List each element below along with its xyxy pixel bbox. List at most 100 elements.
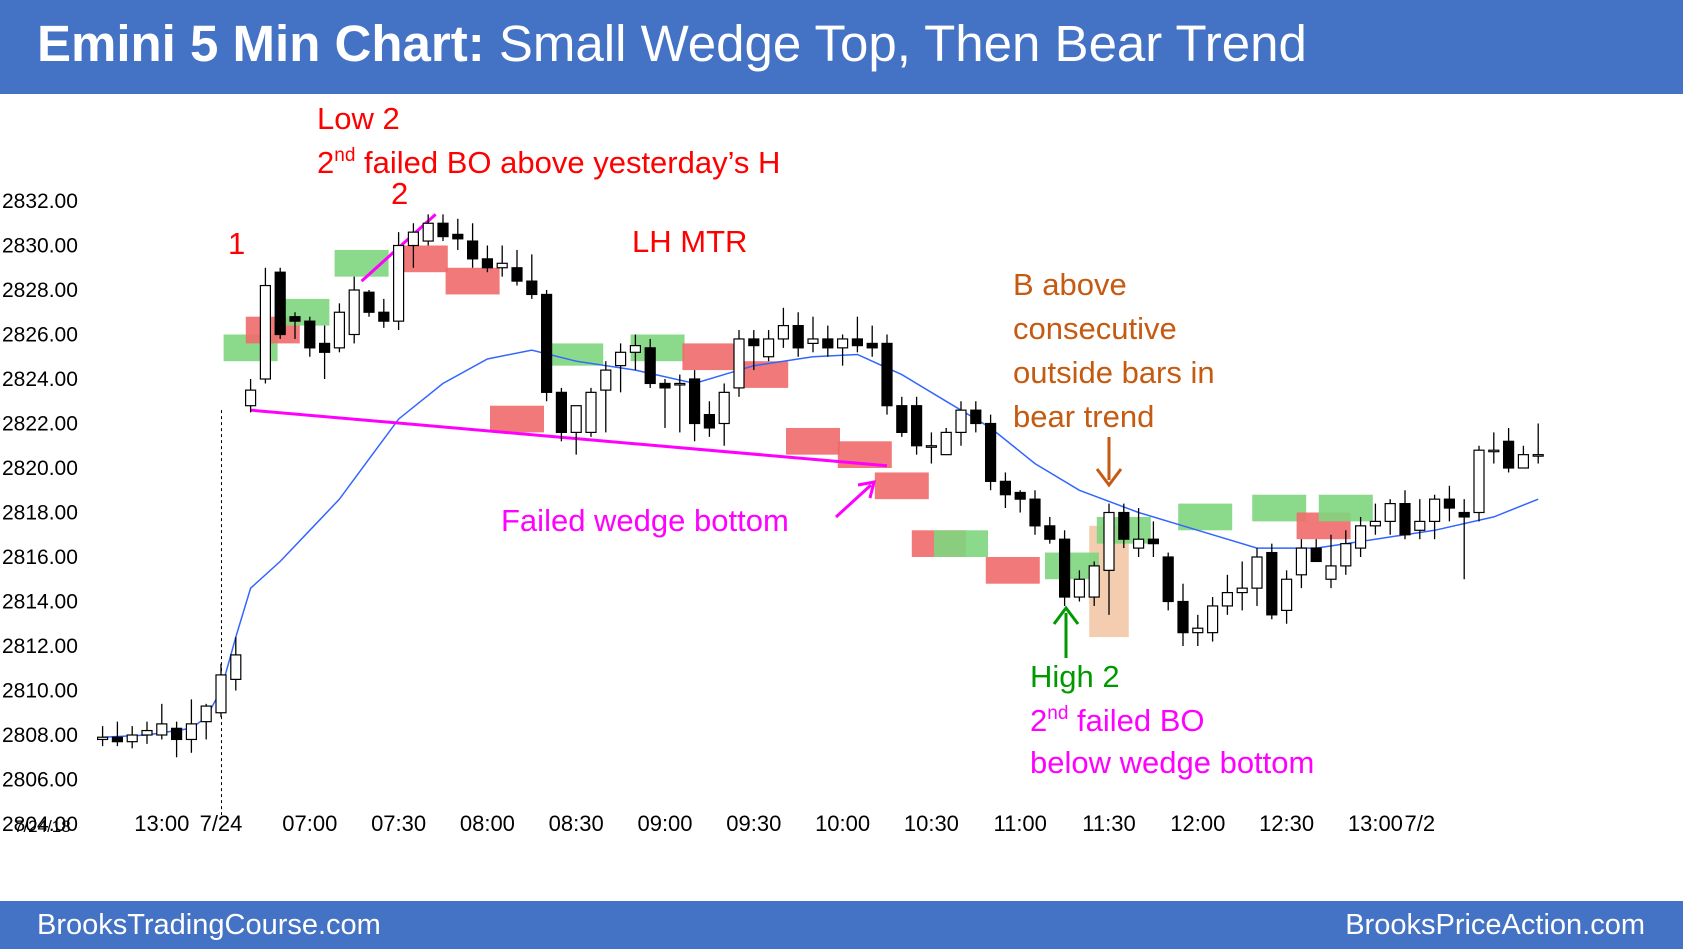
title-rest: Small Wedge Top, Then Bear Trend xyxy=(498,15,1307,72)
bull-candle-body xyxy=(185,723,197,741)
low2-label: Low 2 xyxy=(317,101,400,136)
bull-candle-body xyxy=(1192,627,1204,634)
x-tick-label: 07:30 xyxy=(371,811,426,836)
low2-ordinal-suffix: nd xyxy=(334,145,355,166)
bull-candle-body xyxy=(1088,565,1100,598)
high2-ordinal-suffix: nd xyxy=(1047,703,1068,724)
candle xyxy=(171,721,183,758)
candle xyxy=(1443,485,1456,522)
sell-signal-box xyxy=(445,267,500,295)
bear-candle-body xyxy=(1147,538,1160,545)
candle xyxy=(1132,508,1145,557)
bear-candle-body xyxy=(1443,498,1456,509)
candle xyxy=(319,325,331,379)
bull-candle-body xyxy=(333,311,345,349)
bull-candle-body xyxy=(1295,547,1308,576)
candle xyxy=(1236,561,1248,611)
bull-candle-body xyxy=(1073,578,1086,598)
bull-candle-body xyxy=(422,222,434,242)
bear-candle-body xyxy=(304,320,316,349)
candle xyxy=(245,379,257,413)
candle xyxy=(970,401,982,433)
y-tick-label: 2816.00 xyxy=(2,546,78,569)
bear-candle-body xyxy=(1162,556,1174,603)
candle xyxy=(200,703,212,740)
candle xyxy=(733,330,745,397)
high2-text: failed BO xyxy=(1068,703,1204,738)
candle xyxy=(111,721,124,747)
bull-candle-body xyxy=(407,231,419,247)
candle xyxy=(333,303,345,353)
bear-candle-body xyxy=(822,338,834,349)
candle xyxy=(481,245,493,273)
candle xyxy=(777,307,790,348)
bull-candle-body xyxy=(1221,592,1234,607)
bear-candle-body xyxy=(910,405,923,447)
title-bold: Emini 5 Min Chart: xyxy=(37,15,485,72)
wedge-push-1-label: 1 xyxy=(228,226,245,261)
candle xyxy=(1206,597,1219,642)
bull-candle-body xyxy=(200,705,212,723)
candle xyxy=(1399,490,1411,540)
bull-candle-body xyxy=(585,391,597,434)
bull-candle-body xyxy=(1340,543,1352,567)
x-tick-label: 7/24 xyxy=(200,811,243,836)
candle xyxy=(141,721,153,744)
bear-candle-body xyxy=(1399,503,1411,536)
candle xyxy=(881,334,893,415)
y-tick-label: 2812.00 xyxy=(2,635,78,658)
candle xyxy=(1221,574,1234,615)
candle xyxy=(644,338,656,388)
buy-signal-box xyxy=(549,343,604,366)
bear-candle-body xyxy=(970,409,982,425)
candle xyxy=(96,726,109,747)
candle xyxy=(614,343,627,393)
candle xyxy=(452,218,464,250)
candle xyxy=(526,254,538,299)
candle xyxy=(1354,516,1367,557)
x-tick-label: 11:00 xyxy=(993,811,1046,836)
candle xyxy=(851,316,864,353)
bull-candle-body xyxy=(1414,520,1426,531)
bull-candle-body xyxy=(1206,605,1219,634)
candle xyxy=(274,267,286,339)
bear-candle-body xyxy=(171,727,183,741)
bear-candle-body xyxy=(526,280,538,296)
lh-mtr-label: LH MTR xyxy=(632,224,747,259)
bull-candle-body xyxy=(629,345,642,353)
bull-candle-body xyxy=(230,654,242,680)
x-tick-label: 7/2 xyxy=(1405,811,1436,836)
bull-candle-body xyxy=(1354,525,1367,549)
bull-candle-body xyxy=(718,391,730,425)
bull-candle-body xyxy=(925,445,938,448)
bull-candle-body xyxy=(1236,587,1248,594)
footer-site-right[interactable]: BrooksPriceAction.com xyxy=(1345,909,1645,941)
y-tick-label: 2810.00 xyxy=(2,680,78,703)
bear-candle-body xyxy=(659,382,671,389)
footer-site-left[interactable]: BrooksTradingCourse.com xyxy=(37,909,381,941)
b-above-line3: outside bars in xyxy=(1013,355,1215,390)
b-above-arrow-icon xyxy=(1095,468,1123,488)
candle xyxy=(1414,499,1426,540)
bull-candle-body xyxy=(940,431,952,456)
bear-candle-body xyxy=(1458,511,1470,518)
candle xyxy=(718,383,730,446)
y-axis: 2832.00 2830.00 2828.00 2826.00 2824.00 2822.… xyxy=(2,190,78,836)
candle xyxy=(999,472,1012,509)
candle xyxy=(378,298,390,328)
x-tick-label: 11:30 xyxy=(1082,811,1135,836)
candle xyxy=(984,414,997,491)
bull-candle-body xyxy=(1428,498,1441,522)
b-above-line2: consecutive xyxy=(1013,311,1177,346)
low2-text: failed BO above yesterday’s H xyxy=(355,145,780,180)
y-tick-label: 2804.00 xyxy=(2,813,78,836)
bear-candle-body xyxy=(1029,498,1041,527)
candle xyxy=(1280,570,1293,624)
candle xyxy=(688,370,701,442)
candle xyxy=(1310,539,1322,563)
candle xyxy=(570,405,582,455)
sell-signal-box xyxy=(985,557,1040,584)
candle xyxy=(925,432,938,464)
high2-arrow-icon xyxy=(1052,605,1080,625)
candle xyxy=(1177,583,1189,646)
